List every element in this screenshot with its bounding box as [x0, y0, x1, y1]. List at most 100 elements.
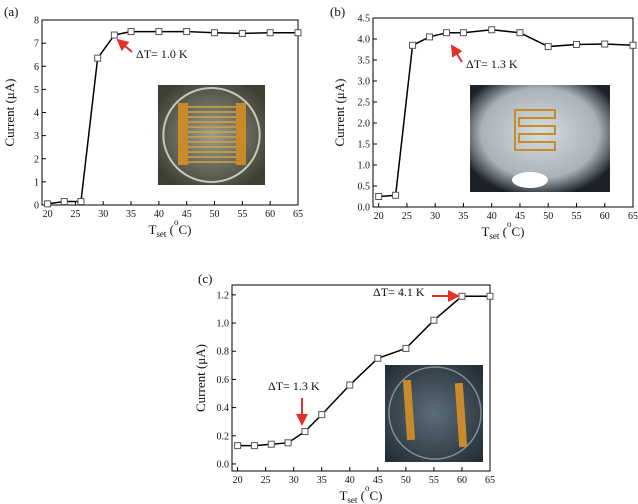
y-tick-label: 1.0 — [358, 161, 371, 172]
y-tick-label: 0.5 — [358, 182, 371, 193]
data-point — [630, 42, 636, 48]
x-tick-label: 25 — [261, 475, 271, 486]
y-tick-label: 6 — [34, 62, 39, 73]
x-axis-label-part: T — [339, 488, 347, 503]
data-point — [460, 30, 466, 36]
x-tick-label: 30 — [289, 475, 299, 486]
y-tick-label: 4.0 — [358, 35, 371, 46]
y-tick-label: 0.6 — [217, 375, 230, 386]
data-point — [573, 41, 579, 47]
x-tick-label: 45 — [182, 209, 192, 220]
x-axis-label-part: C) — [512, 224, 525, 239]
y-tick-label: 3.0 — [358, 77, 371, 88]
x-tick-label: 50 — [210, 209, 220, 220]
annotation: ΔT= 1.3 K — [268, 379, 320, 393]
data-point — [375, 355, 381, 361]
data-point — [45, 201, 51, 207]
y-tick-label: 0.0 — [358, 203, 371, 214]
data-point — [517, 30, 523, 36]
x-axis-label-part: ( — [166, 222, 174, 237]
y-tick-label: 2.0 — [358, 119, 371, 130]
x-axis-label-part: T — [481, 224, 489, 239]
y-tick-label: 4.5 — [358, 14, 371, 25]
x-tick-label: 20 — [233, 475, 243, 486]
y-tick-label: 1 — [34, 177, 39, 188]
y-axis-label: Current (μA) — [332, 79, 347, 147]
y-tick-label: 3.5 — [358, 56, 371, 67]
electrode — [178, 103, 188, 165]
x-tick-label: 30 — [98, 209, 108, 220]
data-point — [111, 32, 117, 38]
x-axis-label-part: set — [489, 231, 499, 241]
data-point — [128, 29, 134, 35]
electrode — [236, 103, 246, 165]
data-point — [393, 192, 399, 198]
y-tick-label: 0.2 — [217, 431, 230, 442]
y-tick-label: 1.2 — [217, 290, 230, 301]
data-point — [235, 443, 241, 449]
annotation: ΔT= 1.0 K — [136, 47, 188, 61]
x-tick-label: 65 — [293, 209, 303, 220]
y-tick-label: 1.5 — [358, 140, 371, 151]
x-axis-label-part: ( — [357, 488, 365, 503]
x-tick-label: 40 — [345, 475, 355, 486]
x-tick-label: 20 — [374, 211, 384, 222]
x-tick-label: 65 — [628, 211, 638, 222]
y-tick-label: 3 — [34, 131, 39, 142]
x-axis-label: Tset (oC) — [339, 483, 382, 504]
data-point — [443, 30, 449, 36]
x-axis-label-part: set — [347, 495, 357, 504]
x-tick-label: 65 — [485, 475, 495, 486]
data-point — [431, 317, 437, 323]
inset-photo — [158, 85, 265, 185]
y-tick-label: 0.8 — [217, 347, 230, 358]
annotation: ΔT= 1.3 K — [466, 57, 518, 71]
data-point — [61, 199, 67, 205]
data-point — [251, 443, 257, 449]
x-axis-label-part: C) — [370, 488, 383, 503]
data-point — [184, 29, 190, 35]
data-point — [376, 194, 382, 200]
data-point — [239, 30, 245, 36]
x-axis-label: Tset (oC) — [481, 219, 524, 241]
y-tick-label: 2 — [34, 154, 39, 165]
data-point — [285, 440, 291, 446]
x-tick-label: 40 — [487, 211, 497, 222]
y-axis-label: Current (μA) — [2, 79, 17, 147]
data-point — [459, 293, 465, 299]
data-point — [602, 41, 608, 47]
data-point — [489, 27, 495, 33]
x-tick-label: 35 — [126, 209, 136, 220]
x-tick-label: 25 — [70, 209, 80, 220]
data-point — [403, 345, 409, 351]
y-axis-label: Current (μA) — [193, 344, 208, 412]
data-point — [427, 34, 433, 40]
x-tick-label: 25 — [402, 211, 412, 222]
data-point — [212, 30, 218, 36]
data-point — [156, 29, 162, 35]
figure: 01234567820253035404550556065Current (μA… — [0, 0, 638, 504]
y-tick-label: 0.0 — [217, 459, 230, 470]
y-tick-label: 7 — [34, 39, 39, 50]
data-point — [268, 441, 274, 447]
data-point — [487, 293, 493, 299]
x-tick-label: 45 — [373, 475, 383, 486]
data-point — [95, 55, 101, 61]
annotation-arrow — [118, 40, 132, 52]
x-axis-label-part: T — [148, 222, 156, 237]
data-point — [267, 30, 273, 36]
x-tick-label: 20 — [43, 209, 53, 220]
x-tick-label: 35 — [458, 211, 468, 222]
x-axis-label: Tset (oC) — [148, 217, 191, 239]
x-tick-label: 30 — [430, 211, 440, 222]
y-tick-label: 0.4 — [217, 403, 230, 414]
x-tick-label: 55 — [429, 475, 439, 486]
panel-label: (a) — [4, 4, 18, 19]
x-tick-label: 50 — [401, 475, 411, 486]
x-tick-label: 45 — [515, 211, 525, 222]
panel-label: (c) — [198, 271, 212, 286]
y-tick-label: 0 — [34, 201, 39, 212]
x-tick-label: 50 — [543, 211, 553, 222]
x-tick-label: 60 — [600, 211, 610, 222]
data-point — [545, 44, 551, 50]
